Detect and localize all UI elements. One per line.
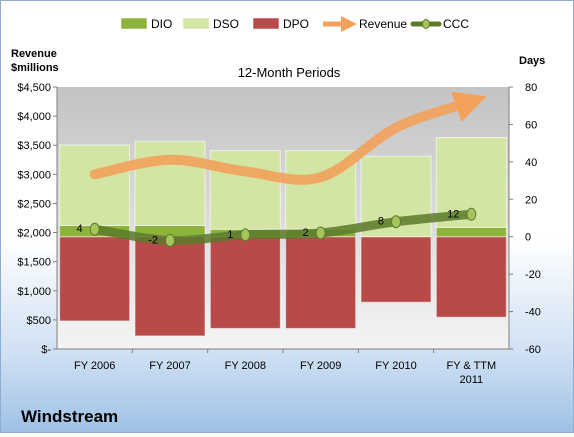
legend-label-dso: DSO xyxy=(213,17,239,31)
revenue-line xyxy=(89,91,487,185)
right-tick-label: 80 xyxy=(525,82,537,94)
left-tick-label: $2,000 xyxy=(17,228,51,240)
legend-swatch-dpo xyxy=(252,17,280,30)
x-tick-label: 2011 xyxy=(460,374,484,386)
ccc-point xyxy=(315,226,326,240)
dso-bar xyxy=(59,144,131,226)
ccc-data-label: 4 xyxy=(77,223,83,235)
right-tick-label: 0 xyxy=(525,232,531,244)
legend-label-dpo: DPO xyxy=(283,17,309,31)
legend-label-dio: DIO xyxy=(151,17,172,31)
ccc-point xyxy=(165,233,175,247)
ccc-data-label: 12 xyxy=(447,208,459,220)
x-tick-label: FY & TTM xyxy=(446,360,496,372)
x-tick-label: FY 2007 xyxy=(149,360,190,372)
dpo-bar xyxy=(435,236,507,318)
dpo-bar xyxy=(134,236,206,337)
legend-label-revenue: Revenue xyxy=(359,17,407,31)
dpo-bar xyxy=(209,236,281,329)
ccc-data-label: 2 xyxy=(303,227,309,239)
ccc-data-label: 8 xyxy=(378,216,384,228)
ccc-data-label: -2 xyxy=(148,234,158,246)
ccc-point xyxy=(466,207,477,221)
left-tick-label: $4,000 xyxy=(17,111,51,123)
x-tick-label: FY 2009 xyxy=(300,360,341,372)
left-tick-label: $2,500 xyxy=(17,198,51,210)
ccc-data-label: 1 xyxy=(227,229,233,241)
dpo-bar xyxy=(59,236,131,322)
ccc-line xyxy=(90,209,476,246)
left-tick-label: $1,000 xyxy=(17,286,51,298)
dpo-bar xyxy=(285,236,357,329)
legend-swatch-dio xyxy=(120,17,148,30)
dpo-bar xyxy=(360,236,432,303)
right-axis-title: Days xyxy=(519,55,545,67)
axes: $- $500 $1,000 $1,500 $2,000 $2,500 $3,000 $3,5… xyxy=(17,82,541,386)
chart-title: 12-Month Periods xyxy=(238,65,341,80)
company-name: Windstream xyxy=(21,407,118,426)
left-axis-title-line1: Revenue xyxy=(11,48,57,60)
dso-bar xyxy=(134,140,206,226)
legend: DIO DSO DPO Revenue CCC xyxy=(120,15,469,33)
x-tick-label: FY 2006 xyxy=(74,360,115,372)
x-tick-label: FY 2008 xyxy=(225,360,266,372)
right-tick-label: 20 xyxy=(525,194,537,206)
left-tick-label: $- xyxy=(41,344,51,356)
ccc-point xyxy=(240,228,251,242)
right-tick-label: -20 xyxy=(525,269,541,281)
legend-label-ccc: CCC xyxy=(443,17,469,31)
left-axis-title-line2: $millions xyxy=(11,62,59,74)
left-tick-label: $3,500 xyxy=(17,140,51,152)
right-tick-label: -60 xyxy=(525,344,541,356)
left-tick-label: $500 xyxy=(27,315,51,327)
bar-group xyxy=(59,137,507,337)
right-tick-label: 40 xyxy=(525,157,537,169)
right-tick-label: -40 xyxy=(525,307,541,319)
right-tick-label: 60 xyxy=(525,119,537,131)
left-tick-label: $3,000 xyxy=(17,169,51,181)
ccc-point xyxy=(391,215,401,229)
dio-bar xyxy=(435,226,507,238)
legend-marker-ccc xyxy=(422,19,430,29)
left-tick-label: $4,500 xyxy=(17,82,51,94)
ccc-point xyxy=(89,222,100,236)
left-tick-label: $1,500 xyxy=(17,257,51,269)
legend-swatch-dso xyxy=(182,17,210,30)
x-tick-label: FY 2010 xyxy=(375,360,416,372)
